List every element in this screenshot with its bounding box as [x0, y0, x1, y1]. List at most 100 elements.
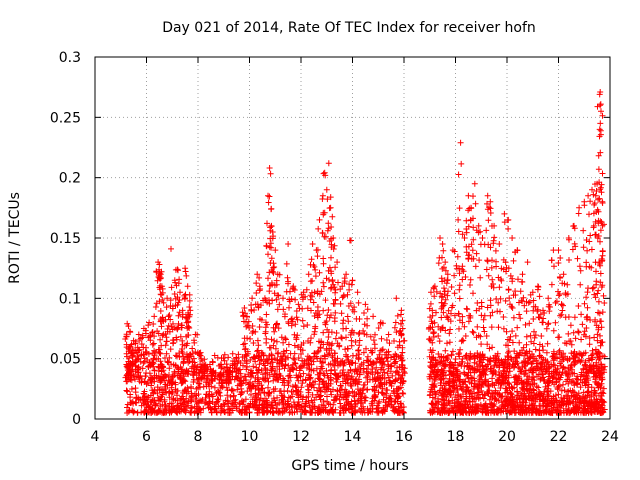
- data-point: [480, 381, 487, 388]
- data-point: [288, 388, 295, 395]
- data-point: [538, 366, 545, 373]
- data-point: [467, 276, 474, 283]
- data-point: [592, 390, 599, 397]
- data-point: [585, 381, 592, 388]
- data-point: [171, 291, 178, 297]
- data-point: [265, 384, 271, 391]
- data-point: [375, 370, 381, 377]
- data-point: [340, 394, 347, 401]
- data-point: [271, 328, 278, 335]
- data-point: [158, 386, 165, 393]
- data-point: [285, 341, 292, 348]
- data-point: [179, 393, 186, 400]
- data-point: [239, 406, 246, 413]
- data-point: [509, 328, 516, 335]
- data-point: [554, 406, 561, 413]
- data-point: [517, 288, 524, 295]
- data-point: [358, 361, 365, 368]
- data-point: [227, 409, 234, 416]
- data-point: [388, 383, 395, 389]
- data-point: [513, 381, 520, 388]
- data-point: [270, 388, 277, 395]
- data-point: [380, 396, 387, 403]
- data-point: [269, 409, 276, 416]
- data-point: [307, 375, 313, 382]
- data-point: [597, 390, 604, 397]
- data-point: [163, 350, 170, 357]
- data-point: [312, 273, 319, 280]
- data-point: [285, 241, 292, 247]
- data-point: [472, 200, 479, 207]
- data-point: [489, 276, 496, 283]
- data-point: [519, 279, 526, 285]
- data-point: [571, 370, 578, 377]
- data-point: [181, 387, 188, 394]
- data-point: [311, 397, 318, 403]
- data-point: [396, 393, 402, 400]
- data-point: [166, 394, 173, 401]
- data-point: [230, 387, 236, 394]
- data-point: [545, 295, 552, 302]
- data-point: [329, 340, 336, 347]
- data-point: [198, 398, 205, 405]
- data-point: [355, 299, 362, 306]
- data-point: [272, 399, 279, 406]
- data-point: [575, 210, 582, 217]
- data-point: [376, 398, 383, 405]
- data-point: [398, 400, 404, 407]
- data-point: [512, 379, 519, 385]
- data-point: [585, 192, 592, 199]
- y-tick-label: 0: [72, 412, 81, 428]
- data-point: [158, 393, 165, 400]
- data-point: [568, 407, 574, 414]
- data-point: [294, 408, 301, 415]
- data-point: [495, 324, 502, 331]
- data-point: [493, 409, 500, 416]
- data-point: [489, 257, 495, 264]
- data-point: [166, 312, 173, 319]
- data-point: [448, 284, 455, 290]
- data-point: [385, 401, 392, 407]
- data-point: [334, 259, 341, 266]
- data-point: [249, 295, 256, 302]
- data-point: [446, 339, 453, 346]
- data-point: [184, 283, 191, 290]
- data-point: [598, 189, 605, 196]
- data-point: [133, 394, 140, 401]
- data-point: [194, 409, 201, 416]
- data-point: [479, 408, 486, 415]
- data-point: [428, 289, 434, 296]
- data-point: [476, 257, 483, 264]
- data-point: [168, 245, 174, 252]
- data-point: [455, 228, 462, 235]
- data-point: [578, 336, 585, 343]
- data-point: [476, 389, 482, 396]
- data-point: [437, 409, 444, 416]
- data-point: [230, 392, 237, 399]
- data-point: [279, 393, 286, 400]
- data-point: [601, 300, 608, 306]
- data-point: [152, 402, 159, 409]
- data-point: [281, 388, 288, 395]
- data-point: [543, 325, 550, 332]
- data-point: [253, 402, 260, 409]
- data-point: [295, 301, 302, 308]
- data-point: [599, 389, 606, 396]
- data-point: [347, 382, 354, 389]
- data-point: [512, 354, 519, 361]
- data-point: [315, 225, 322, 232]
- data-point: [259, 401, 266, 408]
- data-point: [492, 247, 499, 254]
- data-point: [391, 398, 398, 405]
- data-point: [532, 398, 539, 405]
- data-point: [140, 409, 147, 416]
- data-point: [596, 126, 603, 133]
- data-point: [456, 402, 463, 409]
- data-point: [308, 256, 315, 263]
- data-point: [598, 404, 604, 411]
- data-point: [263, 243, 270, 250]
- data-point: [523, 408, 530, 415]
- data-point: [318, 401, 325, 408]
- data-point: [153, 409, 160, 416]
